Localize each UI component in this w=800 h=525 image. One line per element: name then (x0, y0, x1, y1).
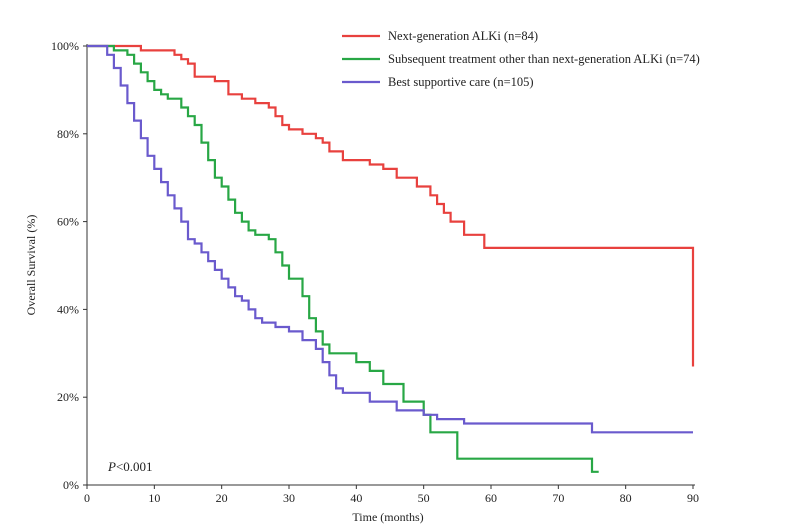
p-value-symbol: P (107, 459, 116, 474)
x-tick-label: 10 (148, 491, 160, 505)
y-axis-title: Overall Survival (%) (24, 215, 38, 316)
y-tick-label: 20% (57, 390, 79, 404)
y-tick-label: 40% (57, 302, 79, 316)
series-lines (87, 44, 695, 473)
series-line-1 (87, 44, 695, 367)
x-tick-label: 80 (620, 491, 632, 505)
x-tick-label: 30 (283, 491, 295, 505)
x-tick-label: 70 (552, 491, 564, 505)
p-value-text: <0.001 (116, 459, 153, 474)
x-tick-label: 40 (350, 491, 362, 505)
y-tick-label: 0% (63, 478, 79, 492)
series-line-3 (87, 44, 693, 434)
legend-label-1: Next-generation ALKi (n=84) (388, 29, 538, 43)
axes: 0% 20% 40% 60% 80% 100% 0 10 20 30 40 50 60 70 80 90 (51, 39, 699, 505)
x-tick-label: 90 (687, 491, 699, 505)
x-tick-label: 0 (84, 491, 90, 505)
legend-label-2: Subsequent treatment other than next-gen… (388, 52, 700, 66)
x-axis-title: Time (months) (352, 510, 423, 524)
y-tick-label: 80% (57, 127, 79, 141)
y-tick-label: 100% (51, 39, 79, 53)
x-tick-label: 20 (216, 491, 228, 505)
x-tick-label: 50 (418, 491, 430, 505)
series-line-2 (87, 44, 599, 473)
x-tick-label: 60 (485, 491, 497, 505)
p-value-annotation: P<0.001 (107, 459, 153, 474)
legend: Next-generation ALKi (n=84) Subsequent tr… (342, 29, 700, 89)
legend-label-3: Best supportive care (n=105) (388, 75, 534, 89)
y-tick-label: 60% (57, 215, 79, 229)
